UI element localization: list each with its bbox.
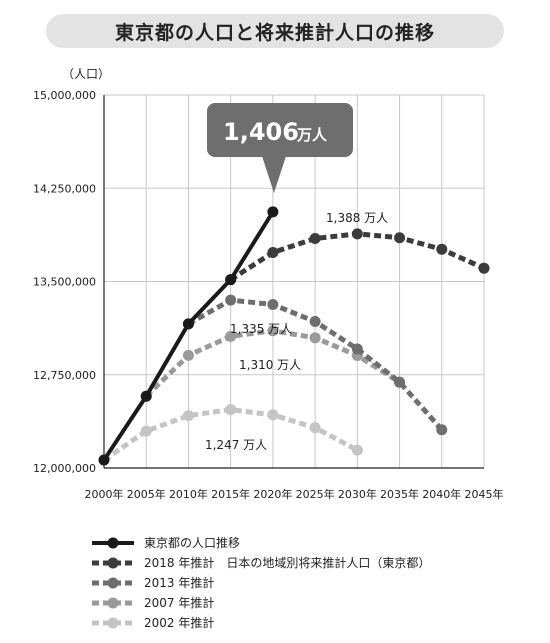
page-title: 東京都の人口と将来推計人口の推移 — [114, 21, 435, 44]
legend-label: 2013 年推計 — [144, 575, 214, 590]
callout-bubble: 1,406 万人 — [207, 103, 353, 193]
legend-swatch-marker — [107, 597, 119, 609]
data-point — [309, 332, 321, 344]
x-tick-label: 2015年 — [211, 487, 250, 501]
data-point — [225, 404, 237, 416]
legend-label: 2002 年推計 — [144, 615, 214, 630]
data-point — [309, 232, 321, 244]
data-point — [351, 343, 363, 355]
x-tick-label: 2010年 — [169, 487, 208, 501]
x-tick-label: 2035年 — [380, 487, 419, 501]
callout-value: 1,406 — [223, 118, 299, 146]
data-point — [394, 232, 406, 244]
series-1 — [225, 228, 490, 286]
data-point — [436, 243, 448, 255]
x-tick-label: 2045年 — [465, 487, 504, 501]
legend-item: 2018 年推計 日本の地域別将来推計人口（東京都） — [92, 555, 430, 570]
x-tick-label: 2030年 — [338, 487, 377, 501]
y-tick-label: 13,500,000 — [33, 276, 96, 289]
data-point — [478, 262, 490, 274]
data-point — [351, 228, 363, 240]
data-point — [267, 247, 279, 259]
data-point — [267, 299, 279, 311]
title-banner: 東京都の人口と将来推計人口の推移 — [46, 14, 504, 48]
legend-label: 東京都の人口推移 — [144, 536, 240, 550]
x-tick-label: 2000年 — [85, 487, 124, 501]
legend-item: 2007 年推計 — [92, 595, 214, 610]
legend-item: 東京都の人口推移 — [92, 536, 240, 550]
y-tick-label: 14,250,000 — [33, 182, 96, 195]
callout-pointer — [262, 156, 286, 193]
series — [98, 206, 490, 466]
x-tick-label: 2040年 — [422, 487, 461, 501]
data-point — [267, 409, 279, 421]
data-point — [309, 316, 321, 328]
data-point — [225, 274, 237, 286]
annotation-2013: 1,335 万人 — [230, 322, 292, 336]
callout-unit: 万人 — [296, 126, 328, 144]
legend-label: 2007 年推計 — [144, 595, 214, 610]
legend-item: 2013 年推計 — [92, 575, 214, 590]
data-point — [309, 422, 321, 434]
legend-label: 2018 年推計 日本の地域別将来推計人口（東京都） — [144, 555, 430, 570]
data-point — [267, 325, 279, 337]
data-point — [182, 318, 194, 330]
data-point — [98, 454, 110, 466]
data-point — [436, 424, 448, 436]
legend-swatch-marker — [107, 577, 119, 589]
data-point — [140, 425, 152, 437]
y-axis-unit: （人口） — [62, 67, 110, 81]
data-point — [182, 349, 194, 361]
y-tick-label: 12,000,000 — [33, 462, 96, 475]
y-tick-label: 15,000,000 — [33, 89, 96, 102]
x-tick-label: 2020年 — [253, 487, 292, 501]
y-tick-label: 12,750,000 — [33, 369, 96, 382]
annotation-2002: 1,247 万人 — [205, 438, 267, 452]
legend-swatch-marker — [107, 557, 119, 569]
data-point — [225, 294, 237, 306]
x-tick-label: 2005年 — [127, 487, 166, 501]
legend-swatch-marker — [107, 617, 119, 629]
annotation-2007: 1,310 万人 — [239, 358, 301, 372]
x-tick-label: 2025年 — [296, 487, 335, 501]
legend-swatch-marker — [107, 537, 119, 549]
data-point — [267, 206, 279, 218]
legend: 東京都の人口推移 2018 年推計 日本の地域別将来推計人口（東京都） 2013 年… — [92, 536, 430, 630]
callout-box — [207, 103, 353, 157]
data-point — [182, 410, 194, 422]
legend-item: 2002 年推計 — [92, 615, 214, 630]
data-point — [140, 390, 152, 402]
data-point — [225, 330, 237, 342]
data-point — [394, 376, 406, 388]
annotation-2018: 1,388 万人 — [326, 211, 388, 225]
data-point — [351, 444, 363, 456]
series-0 — [98, 206, 279, 466]
axis-labels: 2000年 2005年 2010年 2015年 2020年 2025年 2030年 2035年… — [33, 89, 503, 501]
